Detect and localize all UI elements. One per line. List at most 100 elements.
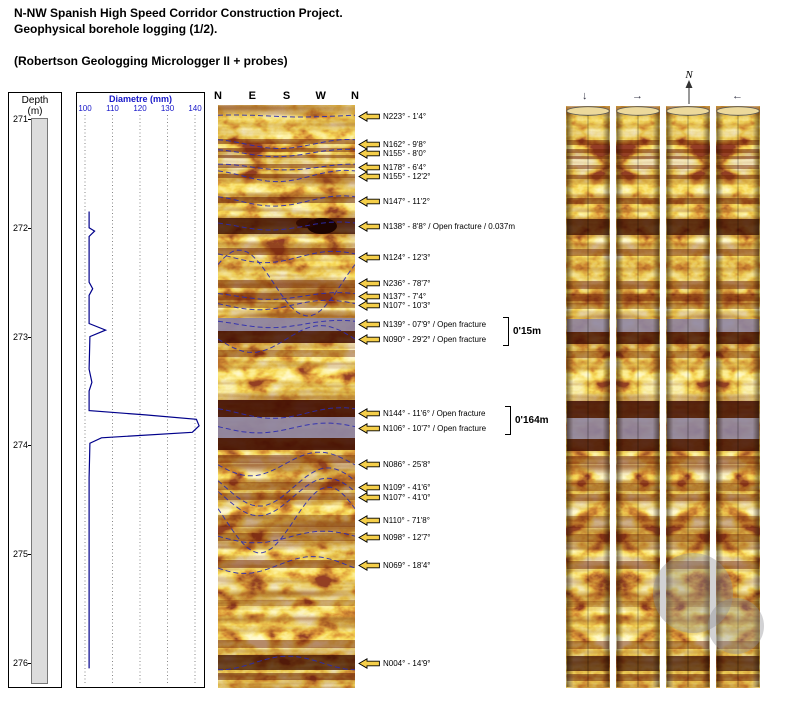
north-label: N [685,69,693,81]
fracture-annotation-label: N124° - 12'3° [383,252,431,262]
fracture-annotation-label: N236° - 78'7° [383,278,431,288]
depth-track-title: Depth [21,95,49,106]
core-orientation-arrow-icon: ↓ [582,90,588,102]
watermark [653,553,764,654]
depth-tick-label: 271 [12,114,28,124]
depth-tickmark-line [28,554,31,556]
fracture-annotation-label: N162° - 9'8° [383,139,427,149]
left-arrow-icon [358,531,380,543]
fracture-annotation-label: N139° - 07'9° / Open fracture [383,319,487,329]
core-orientation-arrow-icon: ← [732,90,743,102]
fracture-annotation-row: N109° - 41'6° [358,481,431,493]
depth-track: Depth (m) 271 272 273 274 275 276 [8,92,62,688]
fracture-annotation-row: N107° - 41'0° [358,491,431,503]
left-arrow-icon [358,559,380,571]
left-arrow-icon [358,195,380,207]
left-arrow-icon [358,657,380,669]
fracture-annotation-row: N155° - 8'0° [358,147,426,159]
fracture-annotation-row: N124° - 12'3° [358,251,431,263]
fracture-annotation-row: N139° - 07'9° / Open fracture [358,318,486,330]
fracture-annotation-label: N107° - 10'3° [383,300,431,310]
fracture-annotation-label: N086° - 25'8° [383,459,431,469]
orientation-label: S [282,90,291,102]
depth-tick-label: 273 [12,331,28,342]
fracture-annotation-label: N107° - 41'0° [383,492,431,502]
fracture-zone-length-label: 0'164m [515,414,549,426]
fracture-annotation-row: N144° - 11'6° / Open fracture [358,407,486,419]
fracture-annotation-label: N098° - 12'7° [383,532,431,542]
fracture-annotation-label: N109° - 41'6° [383,482,431,492]
diameter-track-title: Diametre (mm) [108,94,173,104]
diameter-tick-label: 100 [78,104,92,113]
fracture-annotation-row: N223° - 1'4° [358,110,426,122]
core-3d-view [716,106,760,693]
left-arrow-icon [358,333,380,345]
core-3d-view [566,106,610,693]
left-arrow-icon [358,277,380,289]
fracture-annotation-row: N004° - 14'9° [358,657,431,669]
core-3d-view [616,106,660,693]
left-arrow-icon [358,514,380,526]
left-arrow-icon [358,251,380,263]
fracture-annotation-row: N098° - 12'7° [358,531,431,543]
televiewer-image [218,105,355,688]
fracture-annotation-label: N069° - 18'4° [383,560,431,570]
depth-tickmark-line [28,445,31,447]
left-arrow-icon [358,491,380,503]
orientation-label: N [351,90,359,102]
core-cylinder-image [716,106,760,687]
depth-tick-label: 276 [12,658,28,668]
core-cylinder-image [666,106,710,687]
left-arrow-icon [358,318,380,330]
fracture-annotation-label: N110° - 71'8° [383,515,430,525]
orientation-label: N [214,90,222,102]
depth-tickmark-line [28,663,31,664]
orientation-label: E [248,90,256,102]
fracture-annotation-row: N147° - 11'2° [358,195,430,207]
caliper-curve [88,211,200,669]
core-orientation-arrow-icon: → [632,90,643,102]
orientation-label: W [315,90,326,102]
diameter-tick-label: 130 [160,104,175,113]
fracture-annotation-row: N110° - 71'8° [358,514,430,526]
fracture-annotation-label: N178° - 6'4° [383,162,427,172]
left-arrow-icon [358,458,380,470]
north-arrow-icon [685,80,693,104]
core-3d-view [666,106,710,693]
fracture-annotation-row: N069° - 18'4° [358,559,431,571]
left-arrow-icon [358,299,380,311]
core-cylinder-image [616,106,660,687]
fracture-annotation-row: N138° - 8'8° / Open fracture / 0.037m [358,220,515,232]
fracture-annotation-row: N090° - 29'2° / Open fracture [358,333,486,345]
fracture-annotation-label: N155° - 8'0° [383,148,427,158]
fracture-annotation-label: N223° - 1'4° [383,111,427,121]
diameter-tick-label: 120 [133,104,147,113]
figure-subtitle: (Robertson Geologging Micrologger II + p… [14,54,288,68]
depth-tick-label: 272 [12,222,28,233]
north-compass: N [681,70,697,104]
left-arrow-icon [358,110,380,122]
diameter-tick-label: 140 [188,104,202,113]
fracture-annotation-label: N090° - 29'2° / Open fracture [383,334,487,344]
left-arrow-icon [358,147,380,159]
fracture-annotation-row: N107° - 10'3° [358,299,431,311]
figure-title-line1: N-NW Spanish High Speed Corridor Constru… [14,6,343,20]
core-cylinder-image [566,106,610,687]
diameter-track: Diametre (mm) 100 110 120 130 140 [76,92,205,688]
fracture-annotation-label: N147° - 11'2° [383,196,430,206]
fracture-annotation-row: N086° - 25'8° [358,458,431,470]
fracture-annotation-label: N144° - 11'6° / Open fracture [383,408,486,418]
fracture-zone-bracket [503,317,509,346]
depth-tickmark-line [28,119,31,120]
figure-title-line2: Geophysical borehole logging (1/2). [14,22,218,36]
left-arrow-icon [358,220,380,232]
depth-track-unit: (m) [27,106,43,117]
depth-bar [31,118,48,684]
fracture-annotation-label: N004° - 14'9° [383,658,431,668]
depth-tickmark-line [28,336,31,338]
fracture-annotation-label: N137° - 7'4° [383,291,427,301]
fracture-annotation-row: N236° - 78'7° [358,277,431,289]
caliper-chart [84,115,200,685]
left-arrow-icon [358,407,380,419]
